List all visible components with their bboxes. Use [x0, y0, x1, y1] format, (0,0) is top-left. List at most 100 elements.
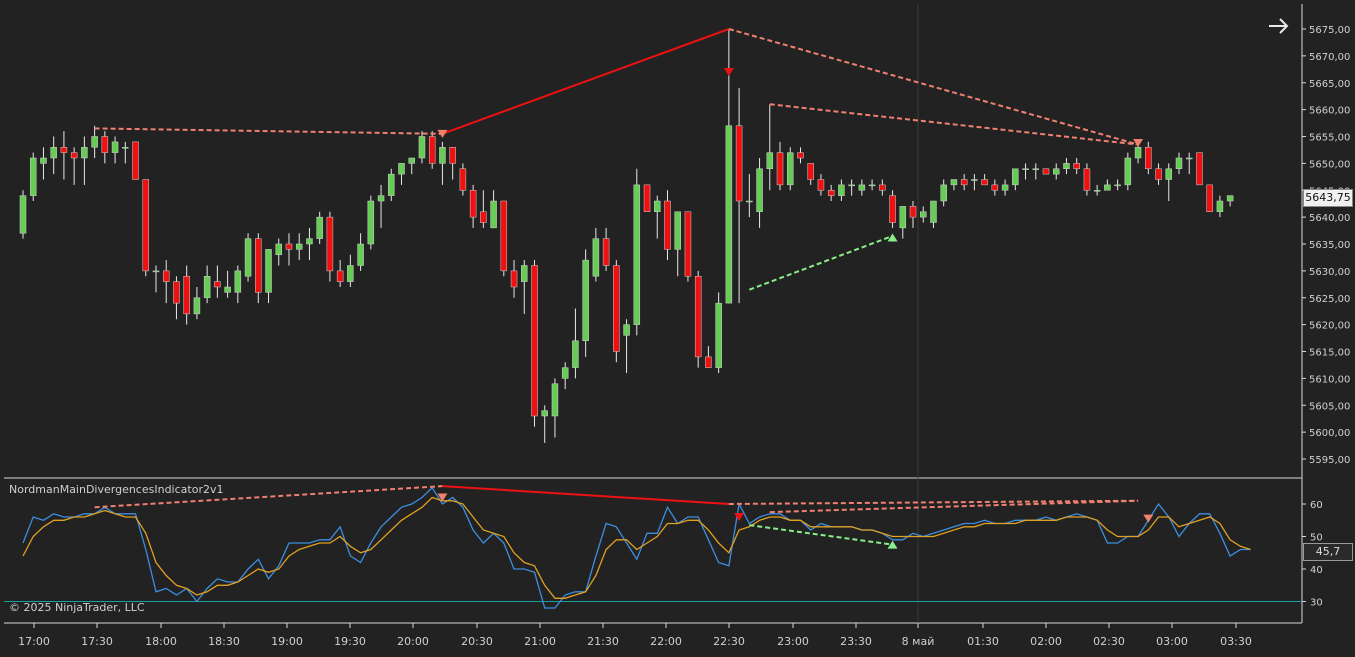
divergence-line [442, 28, 730, 135]
price-tick-label: 5660,00 [1309, 106, 1350, 117]
divergence-line [748, 235, 893, 291]
time-tick-label: 19:00 [271, 635, 303, 648]
price-tick-label: 5670,00 [1309, 52, 1350, 63]
candle [316, 216, 323, 239]
candle [367, 200, 375, 245]
candle [940, 184, 947, 202]
candle [1155, 168, 1162, 180]
price-tick-label: 5615,00 [1309, 348, 1350, 359]
candle [50, 147, 57, 159]
indicator-name-label: NordmanMainDivergencesIndicator2v1 [9, 483, 224, 496]
candle [899, 206, 907, 229]
divergence-marker-up [887, 233, 898, 242]
divergence-marker-down [734, 513, 745, 521]
candle [572, 340, 579, 368]
indicator-tick-label: 40 [1310, 565, 1323, 576]
candle [408, 157, 415, 164]
indicator-divergence-line [749, 524, 893, 546]
candle [122, 147, 129, 149]
indicator-tick-label: 30 [1310, 598, 1323, 609]
last-price-label: 5643,75 [1303, 189, 1353, 207]
candle [1196, 152, 1203, 186]
divergence-marker-down [437, 129, 448, 138]
divergence-marker-down [1143, 514, 1154, 523]
candle [848, 184, 855, 187]
candle [838, 184, 845, 196]
candle [930, 200, 937, 223]
candle [1185, 157, 1193, 160]
arrow-right-icon[interactable] [1266, 14, 1292, 38]
price-panel-bg [4, 4, 1302, 478]
candle [490, 200, 497, 229]
price-tick-label: 5610,00 [1309, 374, 1350, 385]
time-tick-label: 17:30 [81, 635, 113, 648]
candle [654, 200, 661, 212]
time-tick-label: 19:30 [334, 635, 366, 648]
candle [746, 200, 753, 203]
candle [29, 157, 37, 196]
candle [551, 383, 559, 417]
price-tick-label: 5635,00 [1309, 240, 1350, 251]
time-tick-label: 17:00 [18, 635, 50, 648]
candle [1114, 184, 1121, 187]
candle [561, 367, 569, 379]
candle [377, 195, 385, 202]
candle [817, 179, 825, 191]
candle [541, 410, 548, 417]
candle [1052, 168, 1060, 175]
candle [1134, 147, 1142, 159]
time-tick-label: 22:30 [713, 635, 745, 648]
indicator-divergence-line [94, 485, 443, 509]
candle [81, 147, 88, 159]
candle [674, 211, 681, 250]
candle [735, 125, 743, 202]
divergence-marker-down [1133, 138, 1144, 147]
candle [960, 179, 968, 186]
time-axis[interactable]: 17:00 17:30 18:00 18:30 19:00 19:30 20:00 20:30… [18, 623, 1252, 648]
candle [950, 179, 958, 186]
candle [1012, 168, 1019, 186]
time-tick-label: 18:00 [145, 635, 177, 648]
candle [633, 184, 641, 325]
indicator-panel[interactable] [4, 485, 1302, 609]
candle [40, 157, 47, 164]
price-panel[interactable] [19, 28, 1234, 443]
candle [336, 270, 344, 282]
candle [70, 152, 78, 159]
candle [1073, 163, 1080, 169]
time-tick-label: 21:30 [587, 635, 619, 648]
time-tick-label: 21:00 [524, 635, 556, 648]
time-tick-label: 01:30 [967, 635, 999, 648]
candle [244, 238, 252, 277]
price-tick-label: 5625,00 [1309, 294, 1350, 305]
candle [101, 136, 109, 153]
time-tick-label: 20:30 [461, 635, 493, 648]
candle [858, 184, 866, 191]
price-axis[interactable]: 5675,00 5670,00 5665,00 5660,00 5655,00 5650,… [1302, 25, 1350, 466]
candle [255, 238, 262, 293]
candle [152, 270, 160, 273]
candle [162, 270, 170, 282]
candle [766, 152, 774, 169]
time-tick-label: 23:00 [777, 635, 809, 648]
indicator-tick-label: 60 [1310, 500, 1323, 511]
candle [705, 356, 712, 368]
candle [787, 152, 794, 186]
candle [428, 136, 436, 164]
price-tick-label: 5665,00 [1309, 79, 1350, 90]
time-tick-label: 23:30 [840, 635, 872, 648]
candle [418, 136, 426, 159]
price-tick-label: 5640,00 [1309, 213, 1350, 224]
candle [142, 179, 150, 272]
candle [797, 152, 804, 159]
candle [183, 276, 190, 315]
divergence-marker-up [887, 540, 898, 549]
indicator-axis[interactable]: 60 50 40 30 [1302, 500, 1323, 609]
candle [1032, 168, 1040, 170]
candle [480, 211, 487, 223]
candle [1093, 190, 1101, 192]
candle [827, 190, 835, 196]
candle [459, 168, 467, 191]
candle [469, 190, 477, 218]
